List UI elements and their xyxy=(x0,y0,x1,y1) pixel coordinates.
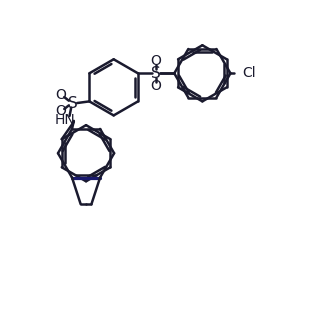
Text: S: S xyxy=(151,66,161,81)
Text: O: O xyxy=(55,104,66,118)
Text: O: O xyxy=(151,54,162,68)
Text: O: O xyxy=(55,88,66,102)
Text: HN: HN xyxy=(55,113,76,127)
Text: S: S xyxy=(68,96,78,110)
Text: Cl: Cl xyxy=(242,66,256,80)
Text: O: O xyxy=(151,79,162,93)
